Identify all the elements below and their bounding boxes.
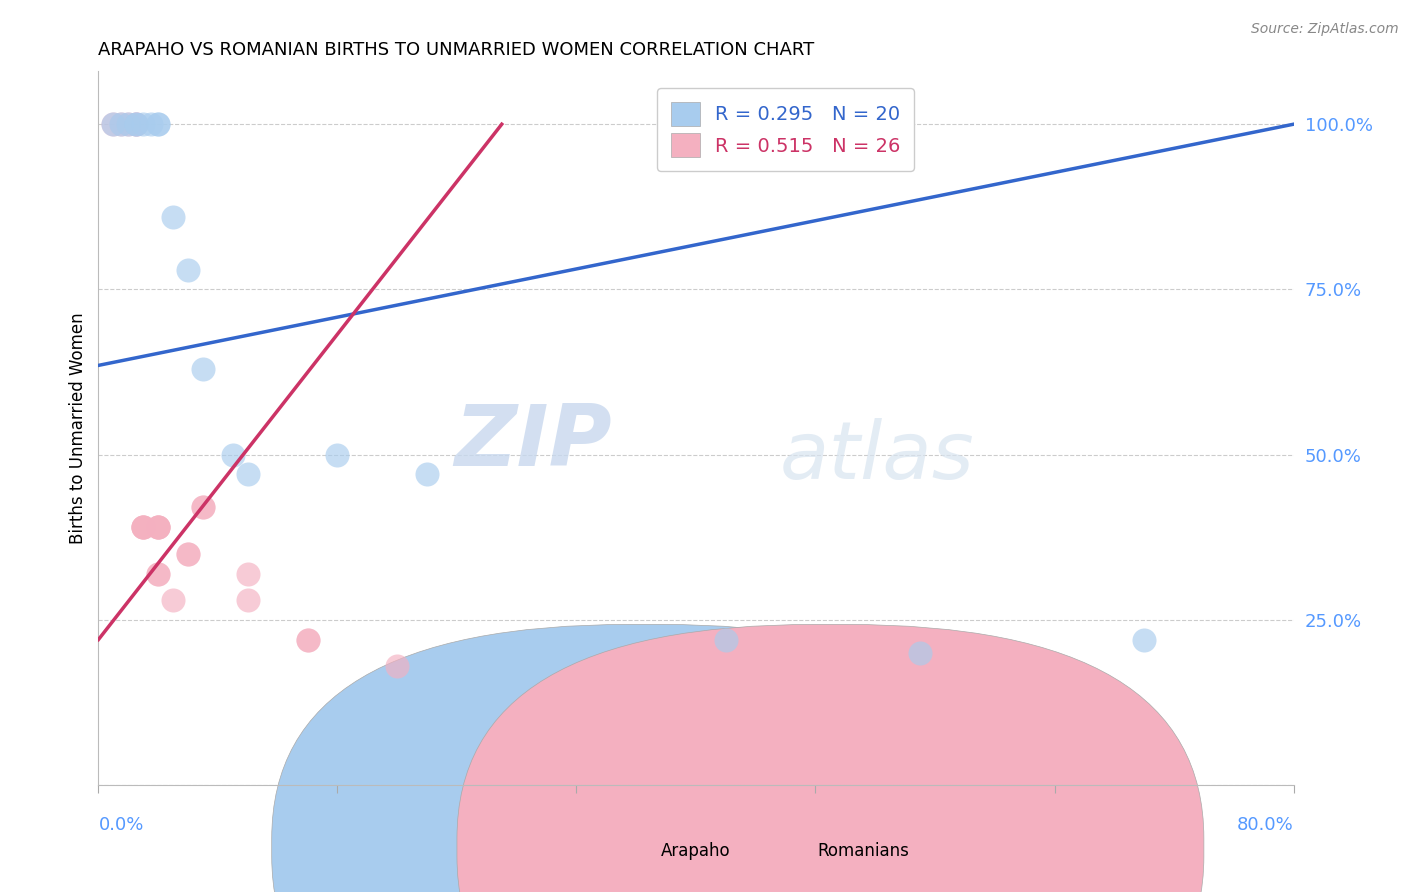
Point [191, 500, 214, 515]
FancyBboxPatch shape [457, 624, 1204, 892]
Text: atlas: atlas [779, 417, 974, 496]
Point [385, 659, 409, 673]
Text: Source: ZipAtlas.com: Source: ZipAtlas.com [1251, 22, 1399, 37]
Point [191, 500, 214, 515]
Point [536, 692, 558, 706]
Point [148, 520, 170, 534]
Point [416, 467, 439, 482]
Point [132, 117, 155, 131]
Point [148, 566, 170, 581]
Point [177, 262, 200, 277]
Point [297, 632, 319, 647]
Point [103, 117, 125, 131]
Point [125, 117, 148, 131]
Text: Arapaho: Arapaho [661, 842, 731, 860]
Y-axis label: Births to Unmarried Women: Births to Unmarried Women [69, 312, 87, 544]
Point [148, 117, 170, 131]
Point [236, 467, 259, 482]
Point [148, 520, 170, 534]
Point [222, 448, 245, 462]
Text: 80.0%: 80.0% [1237, 815, 1294, 833]
Point [125, 117, 148, 131]
Point [1133, 632, 1156, 647]
Point [110, 117, 132, 131]
Point [236, 593, 259, 607]
Point [236, 566, 259, 581]
Legend: R = 0.295   N = 20, R = 0.515   N = 26: R = 0.295 N = 20, R = 0.515 N = 26 [657, 88, 914, 170]
Point [177, 547, 200, 561]
Point [132, 520, 155, 534]
Point [162, 210, 184, 224]
Point [148, 566, 170, 581]
Text: Romanians: Romanians [817, 842, 910, 860]
Point [103, 117, 125, 131]
Text: 0.0%: 0.0% [98, 815, 143, 833]
Point [117, 117, 139, 131]
Point [139, 117, 162, 131]
Text: ZIP: ZIP [454, 401, 613, 484]
FancyBboxPatch shape [271, 624, 1019, 892]
Point [125, 117, 148, 131]
Point [714, 632, 737, 647]
Point [117, 117, 139, 131]
Point [191, 361, 214, 376]
Point [297, 632, 319, 647]
Point [110, 117, 132, 131]
Point [177, 547, 200, 561]
Point [132, 520, 155, 534]
Point [125, 117, 148, 131]
Point [132, 520, 155, 534]
Point [148, 117, 170, 131]
Text: ARAPAHO VS ROMANIAN BIRTHS TO UNMARRIED WOMEN CORRELATION CHART: ARAPAHO VS ROMANIAN BIRTHS TO UNMARRIED … [98, 41, 814, 59]
Point [908, 646, 931, 660]
Point [132, 520, 155, 534]
Point [148, 520, 170, 534]
Point [162, 593, 184, 607]
Point [326, 448, 349, 462]
Point [148, 520, 170, 534]
